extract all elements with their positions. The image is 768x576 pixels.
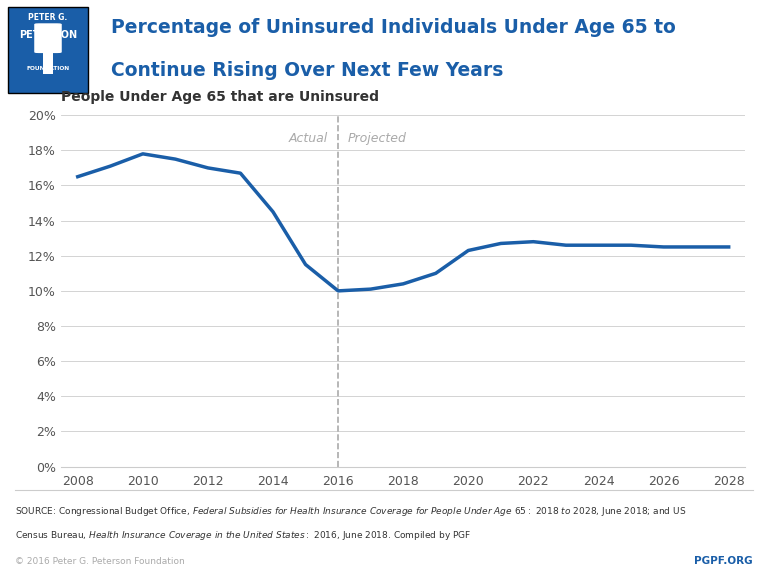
Text: © 2016 Peter G. Peterson Foundation: © 2016 Peter G. Peterson Foundation	[15, 557, 185, 566]
Text: People Under Age 65 that are Uninsured: People Under Age 65 that are Uninsured	[61, 90, 379, 104]
Text: Projected: Projected	[348, 131, 407, 145]
FancyBboxPatch shape	[35, 24, 61, 52]
Text: SOURCE: Congressional Budget Office, $\it{Federal\ Subsidies\ for\ Health\ Insur: SOURCE: Congressional Budget Office, $\i…	[15, 506, 687, 518]
Text: PETER G.: PETER G.	[28, 13, 68, 22]
FancyBboxPatch shape	[8, 7, 88, 93]
Text: Continue Rising Over Next Few Years: Continue Rising Over Next Few Years	[111, 61, 504, 80]
Text: Actual: Actual	[289, 131, 329, 145]
Text: Census Bureau, $\it{Health\ Insurance\ Coverage\ in\ the\ United\ States:\ 2016}: Census Bureau, $\it{Health\ Insurance\ C…	[15, 529, 472, 542]
Text: Percentage of Uninsured Individuals Under Age 65 to: Percentage of Uninsured Individuals Unde…	[111, 18, 676, 37]
Text: PGPF.ORG: PGPF.ORG	[694, 556, 753, 566]
Text: PETERSON: PETERSON	[19, 31, 77, 40]
Bar	[43, 51, 52, 74]
Text: FOUNDATION: FOUNDATION	[26, 66, 70, 71]
